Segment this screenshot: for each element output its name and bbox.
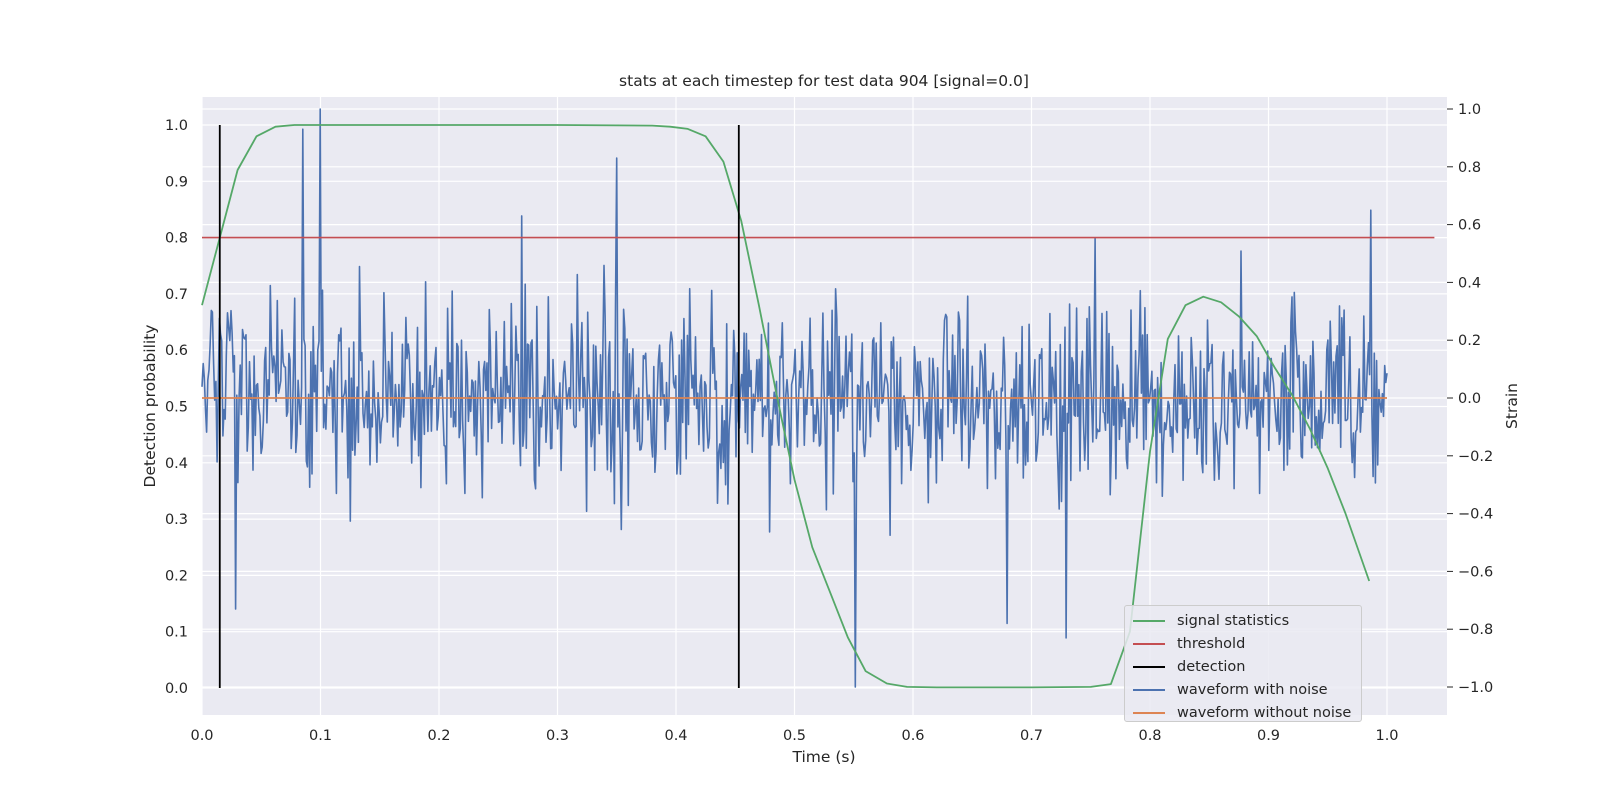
legend-swatch — [1133, 665, 1165, 668]
x-axis-label: Time (s) — [792, 748, 856, 766]
legend-label: signal statistics — [1177, 612, 1290, 629]
y-right-tick-label: −0.4 — [1458, 507, 1493, 523]
legend-swatch — [1133, 642, 1165, 645]
y-right-tick-label: 0.6 — [1458, 218, 1481, 234]
y-tick-label: 0.8 — [165, 231, 188, 247]
x-tick-label: 0.7 — [1020, 728, 1043, 744]
y-tick-label: 0.9 — [165, 174, 188, 190]
y-right-tick-label: −0.8 — [1458, 622, 1493, 638]
y-right-tick-label: −1.0 — [1458, 680, 1493, 696]
y-tick-label: 0.1 — [165, 625, 188, 641]
legend-item-detection: detection — [1133, 655, 1361, 678]
legend-label: detection — [1177, 658, 1246, 675]
y-axis-label-right: Strain — [1503, 383, 1521, 429]
y-tick-label: 0.3 — [165, 512, 188, 528]
legend-label: threshold — [1177, 635, 1246, 652]
legend-item-waveform-with-noise: waveform with noise — [1133, 678, 1361, 701]
y-right-tick-label: −0.6 — [1458, 564, 1493, 580]
x-tick-label: 0.0 — [190, 728, 213, 744]
y-tick-label: 0.4 — [165, 456, 188, 472]
y-tick-label: 0.2 — [165, 568, 188, 584]
y-tick-label: 0.7 — [165, 287, 188, 303]
ticks: 0.0 0.1 0.2 0.3 0.4 0.5 0.6 0.7 0.8 0.9 1.0 0.0 0.1 0… — [165, 102, 1493, 744]
series-line-signal-statistics — [201, 124, 1371, 689]
x-tick-label: 0.4 — [664, 728, 687, 744]
y-tick-label: 1.0 — [165, 118, 188, 134]
x-tick-label: 0.2 — [427, 728, 450, 744]
legend-item-waveform-without-noise: waveform without noise — [1133, 701, 1361, 724]
series-layer — [201, 108, 1435, 689]
y-axis-label: Detection probability — [141, 324, 159, 488]
legend-swatch — [1133, 711, 1165, 714]
legend-swatch — [1133, 619, 1165, 622]
x-tick-label: 0.8 — [1138, 728, 1161, 744]
y-tick-label: 0.5 — [165, 400, 188, 416]
x-tick-label: 0.9 — [1257, 728, 1280, 744]
legend: signal statistics threshold detection wa… — [1124, 605, 1362, 722]
y-tick-label: 0.0 — [165, 681, 188, 697]
y-right-tick-label: 0.0 — [1458, 391, 1481, 407]
chart-title: stats at each timestep for test data 904… — [619, 72, 1029, 90]
y-right-tick-label: 0.2 — [1458, 333, 1481, 349]
x-tick-label: 1.0 — [1375, 728, 1398, 744]
y-right-tick-label: −0.2 — [1458, 449, 1493, 465]
y-right-tick-label: 0.4 — [1458, 275, 1481, 291]
legend-label: waveform without noise — [1177, 704, 1352, 721]
y-right-tick-label: 1.0 — [1458, 102, 1481, 118]
y-right-tick-label: 0.8 — [1458, 160, 1481, 176]
series-line-waveform-with-noise — [201, 108, 1388, 688]
legend-item-signal-statistics: signal statistics — [1133, 609, 1361, 632]
x-tick-label: 0.5 — [783, 728, 806, 744]
legend-label: waveform with noise — [1177, 681, 1328, 698]
legend-item-threshold: threshold — [1133, 632, 1361, 655]
x-tick-label: 0.6 — [901, 728, 924, 744]
x-tick-label: 0.1 — [309, 728, 332, 744]
x-tick-label: 0.3 — [546, 728, 569, 744]
y-tick-label: 0.6 — [165, 343, 188, 359]
legend-swatch — [1133, 688, 1165, 691]
